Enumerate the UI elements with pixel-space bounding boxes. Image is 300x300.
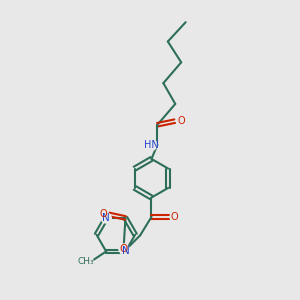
Circle shape	[120, 246, 130, 256]
Text: O: O	[171, 212, 178, 222]
Text: O: O	[119, 244, 128, 254]
Circle shape	[119, 244, 128, 254]
Circle shape	[145, 139, 157, 151]
Text: CH₃: CH₃	[77, 257, 94, 266]
Circle shape	[170, 212, 179, 221]
Text: N: N	[102, 213, 110, 223]
Circle shape	[99, 210, 108, 219]
Text: HN: HN	[143, 140, 158, 150]
Circle shape	[101, 213, 111, 223]
Text: O: O	[99, 209, 107, 219]
Text: N: N	[122, 246, 129, 256]
Circle shape	[177, 117, 186, 126]
Circle shape	[78, 254, 93, 269]
Text: O: O	[177, 116, 185, 126]
